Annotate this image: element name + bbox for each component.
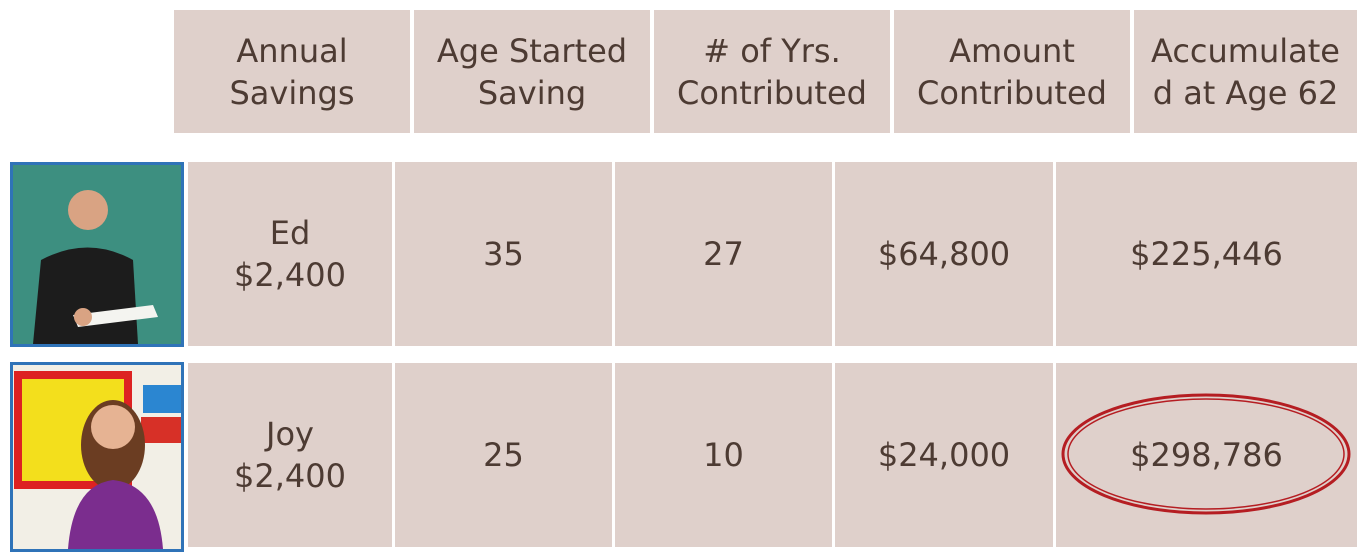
joy-illustration bbox=[13, 365, 181, 549]
value-cell: 35 bbox=[395, 162, 612, 346]
header-text: d at Age 62 bbox=[1153, 72, 1339, 114]
value-cell: 10 bbox=[615, 363, 832, 547]
cell-value: 25 bbox=[483, 434, 524, 476]
value-cell: 25 bbox=[395, 363, 612, 547]
value-cell: 27 bbox=[615, 162, 832, 346]
name-cell: Joy$2,400 bbox=[188, 363, 392, 547]
highlight-circle bbox=[1058, 390, 1357, 520]
cell-value: 27 bbox=[703, 233, 744, 275]
header-text: Savings bbox=[229, 72, 354, 114]
person-name: Ed bbox=[270, 212, 311, 254]
value-cell: $225,446 bbox=[1056, 162, 1357, 346]
ed-illustration bbox=[13, 165, 181, 344]
header-text: # of Yrs. bbox=[703, 30, 841, 72]
person-name: Joy bbox=[266, 413, 314, 455]
cell-value: $64,800 bbox=[878, 233, 1010, 275]
cell-value: $24,000 bbox=[878, 434, 1010, 476]
header-text: Saving bbox=[478, 72, 586, 114]
value-cell: $24,000 bbox=[835, 363, 1053, 547]
header-text: Age Started bbox=[437, 30, 627, 72]
annual-savings: $2,400 bbox=[234, 254, 346, 296]
annual-savings: $2,400 bbox=[234, 455, 346, 497]
cell-value: 35 bbox=[483, 233, 524, 275]
header-text: Contributed bbox=[677, 72, 867, 114]
page: (() => { const data = JSON.parse(documen… bbox=[0, 0, 1357, 555]
header-text: Amount bbox=[949, 30, 1075, 72]
value-cell: $64,800 bbox=[835, 162, 1053, 346]
cell-value: $225,446 bbox=[1130, 233, 1283, 275]
header-text: Contributed bbox=[917, 72, 1107, 114]
cell-value: 10 bbox=[703, 434, 744, 476]
header-text: Accumulate bbox=[1151, 30, 1340, 72]
header-text: Annual bbox=[236, 30, 347, 72]
header-cell: # of Yrs.Contributed bbox=[654, 10, 890, 133]
name-cell: Ed$2,400 bbox=[188, 162, 392, 346]
ed-photo bbox=[10, 162, 184, 347]
joy-photo bbox=[10, 362, 184, 552]
